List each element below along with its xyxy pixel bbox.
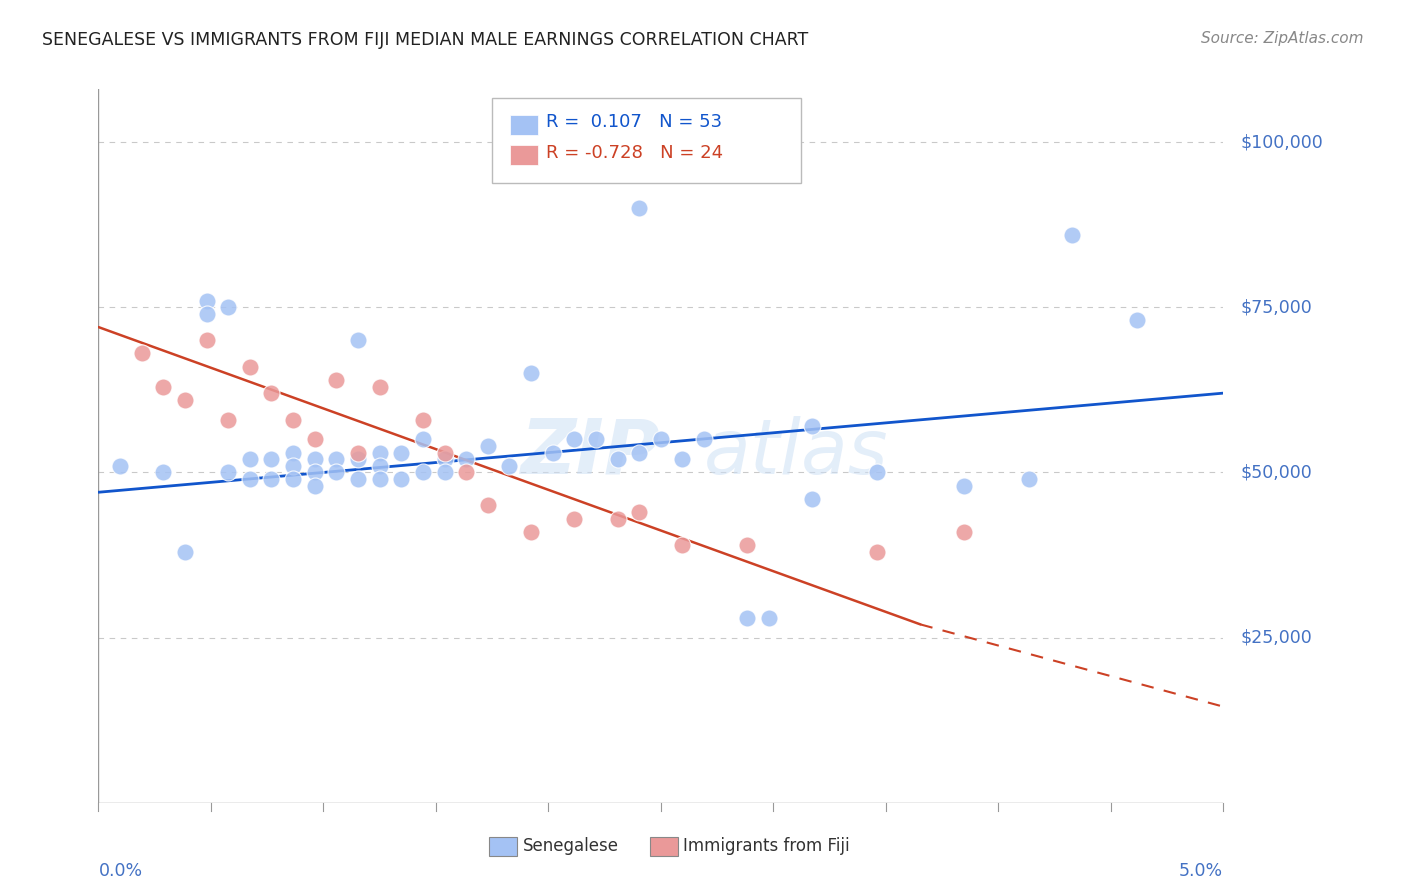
Point xyxy=(628,201,651,215)
Point xyxy=(585,433,607,447)
Point xyxy=(347,452,370,467)
Point xyxy=(520,524,543,539)
Point xyxy=(606,452,628,467)
Point xyxy=(562,511,585,525)
Point xyxy=(758,611,780,625)
Point xyxy=(347,445,370,459)
Point xyxy=(412,466,434,480)
Point xyxy=(368,458,391,473)
Point xyxy=(1125,313,1147,327)
Point xyxy=(281,472,304,486)
Point xyxy=(239,452,262,467)
Point xyxy=(217,466,239,480)
Point xyxy=(737,611,759,625)
Point xyxy=(456,466,478,480)
Text: ZIP: ZIP xyxy=(522,416,661,490)
Point xyxy=(952,478,974,492)
Point xyxy=(325,452,347,467)
Point xyxy=(650,433,672,447)
Point xyxy=(801,491,824,506)
Point xyxy=(347,333,370,347)
Text: R = -0.728   N = 24: R = -0.728 N = 24 xyxy=(546,144,723,161)
Point xyxy=(304,466,326,480)
Point xyxy=(304,433,326,447)
Point xyxy=(693,433,716,447)
Text: $75,000: $75,000 xyxy=(1240,298,1312,317)
Point xyxy=(260,472,283,486)
Point xyxy=(477,439,499,453)
Text: $50,000: $50,000 xyxy=(1240,464,1312,482)
Point xyxy=(520,367,543,381)
Point xyxy=(1018,472,1040,486)
Point xyxy=(217,412,239,426)
Point xyxy=(477,499,499,513)
Text: Senegalese: Senegalese xyxy=(523,837,619,855)
Point xyxy=(412,412,434,426)
Point xyxy=(498,458,520,473)
Point xyxy=(195,333,218,347)
Point xyxy=(152,466,174,480)
Point xyxy=(389,445,412,459)
Point xyxy=(281,445,304,459)
Point xyxy=(866,545,889,559)
Point xyxy=(174,545,197,559)
Point xyxy=(368,472,391,486)
Text: 5.0%: 5.0% xyxy=(1180,863,1223,880)
Point xyxy=(195,307,218,321)
Point xyxy=(239,472,262,486)
Point xyxy=(433,452,456,467)
Point xyxy=(866,466,889,480)
Point xyxy=(737,538,759,552)
Point xyxy=(368,445,391,459)
Point xyxy=(347,472,370,486)
Point xyxy=(217,300,239,314)
Point xyxy=(239,359,262,374)
Point xyxy=(671,452,693,467)
Point xyxy=(174,392,197,407)
Point xyxy=(108,458,131,473)
Point xyxy=(433,445,456,459)
Point xyxy=(260,386,283,401)
Point xyxy=(368,379,391,393)
Point xyxy=(281,412,304,426)
Text: SENEGALESE VS IMMIGRANTS FROM FIJI MEDIAN MALE EARNINGS CORRELATION CHART: SENEGALESE VS IMMIGRANTS FROM FIJI MEDIA… xyxy=(42,31,808,49)
Text: R =  0.107   N = 53: R = 0.107 N = 53 xyxy=(546,113,721,131)
Point xyxy=(260,452,283,467)
Point xyxy=(606,511,628,525)
Point xyxy=(628,445,651,459)
Point xyxy=(562,433,585,447)
Point xyxy=(433,466,456,480)
Point xyxy=(281,458,304,473)
Text: $25,000: $25,000 xyxy=(1240,629,1312,647)
Point xyxy=(304,478,326,492)
Point xyxy=(1060,227,1083,242)
Point xyxy=(325,373,347,387)
Point xyxy=(131,346,153,360)
Point xyxy=(628,505,651,519)
Point xyxy=(801,419,824,434)
Point xyxy=(325,466,347,480)
Point xyxy=(304,452,326,467)
Text: $100,000: $100,000 xyxy=(1240,133,1323,151)
Text: Source: ZipAtlas.com: Source: ZipAtlas.com xyxy=(1201,31,1364,46)
Point xyxy=(952,524,974,539)
Point xyxy=(412,433,434,447)
Text: Immigrants from Fiji: Immigrants from Fiji xyxy=(683,837,851,855)
Point xyxy=(195,293,218,308)
Point xyxy=(456,452,478,467)
Text: atlas: atlas xyxy=(704,416,889,490)
Point xyxy=(389,472,412,486)
Point xyxy=(152,379,174,393)
Text: 0.0%: 0.0% xyxy=(98,863,142,880)
Point xyxy=(541,445,564,459)
Point xyxy=(671,538,693,552)
